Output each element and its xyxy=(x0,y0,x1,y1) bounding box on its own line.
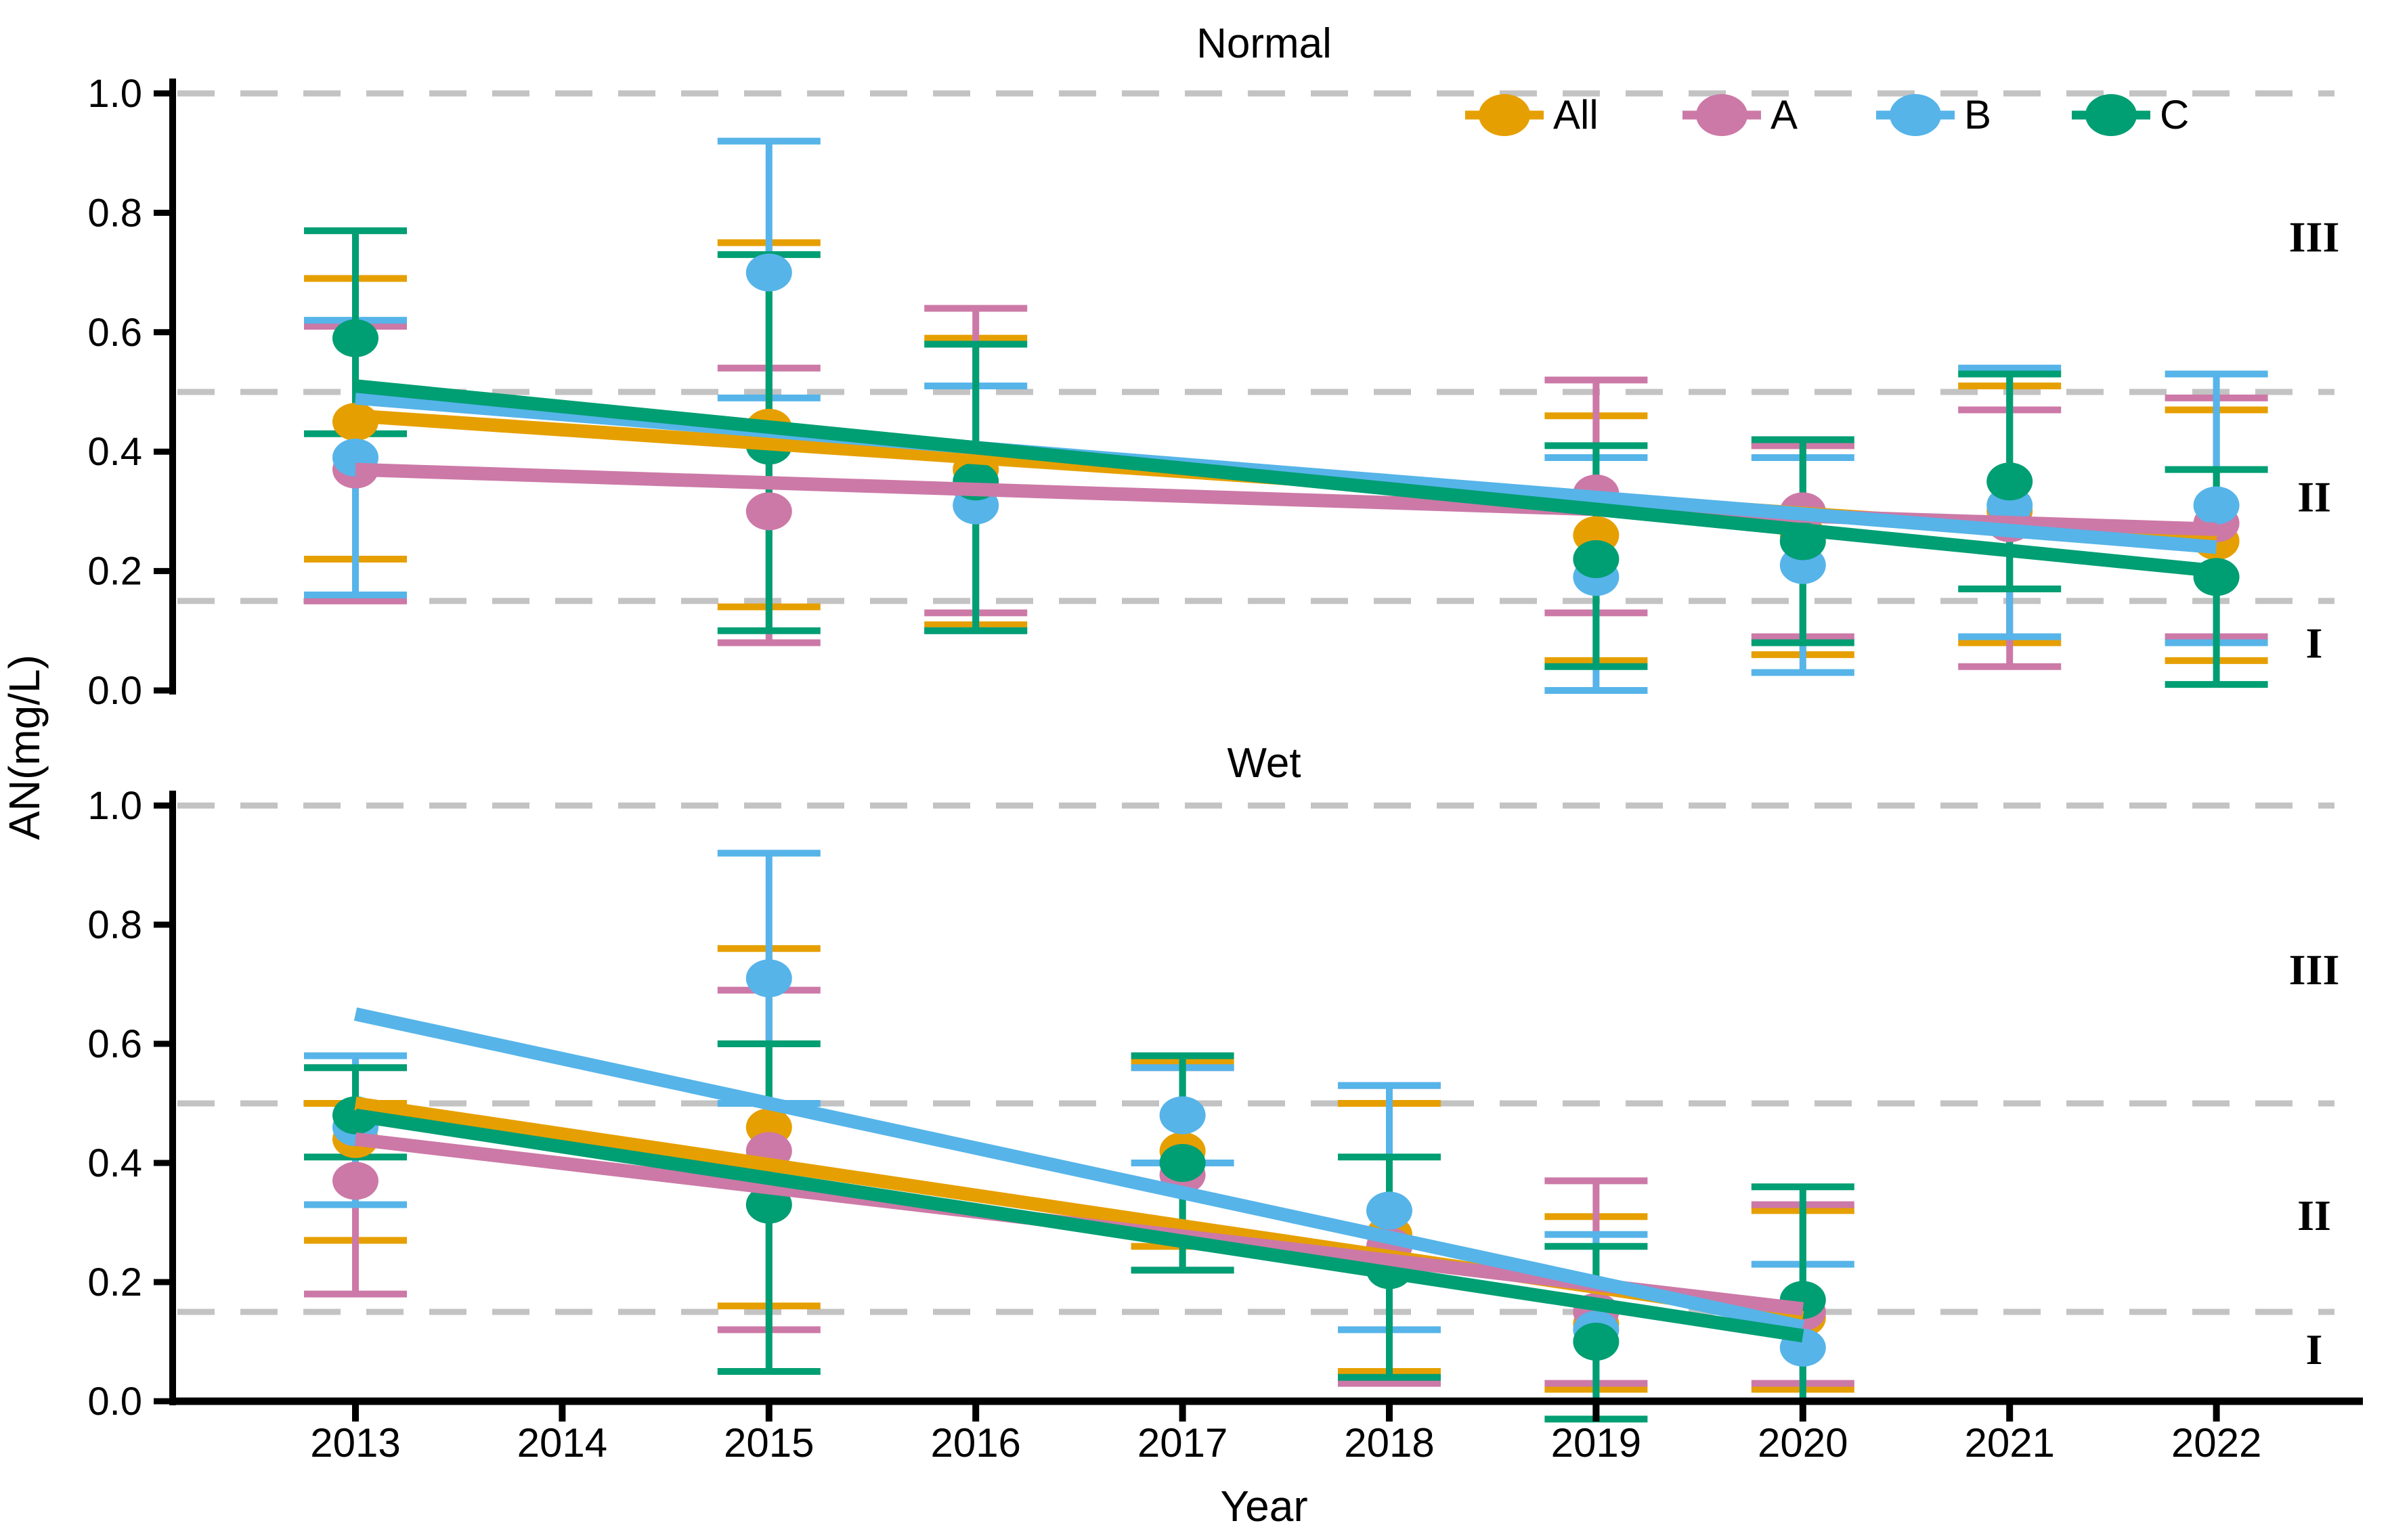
y-tick-label: 0.0 xyxy=(87,669,142,713)
point-B-2017 xyxy=(1159,1096,1206,1135)
point-C-2019 xyxy=(1573,540,1620,578)
legend-label-All: All xyxy=(1553,92,1599,137)
point-B-2022 xyxy=(2193,486,2240,525)
x-tick-label: 2021 xyxy=(1964,1420,2054,1466)
point-B-2015 xyxy=(745,253,792,292)
y-tick-label: 0.4 xyxy=(87,430,142,474)
panel-title-wet: Wet xyxy=(1227,740,1301,787)
y-tick-label: 0.0 xyxy=(87,1380,142,1424)
point-C-2013 xyxy=(332,319,378,357)
x-tick-label: 2016 xyxy=(930,1420,1020,1466)
legend-key-point-C xyxy=(2085,94,2137,136)
y-tick-label: 0.8 xyxy=(87,903,142,947)
y-tick-label: 0.4 xyxy=(87,1141,142,1185)
trend-line-C-normal xyxy=(355,379,2217,578)
zone-label-III-wet: III xyxy=(2289,946,2340,994)
point-B-2015 xyxy=(745,959,792,998)
trend-line-B-wet xyxy=(353,1007,1804,1334)
zone-label-I-normal: I xyxy=(2306,619,2323,667)
point-B-2018 xyxy=(1366,1191,1412,1230)
y-tick-label: 1.0 xyxy=(87,72,142,116)
x-tick-label: 2018 xyxy=(1344,1420,1434,1466)
y-tick-label: 0.2 xyxy=(87,550,142,594)
x-tick-label: 2020 xyxy=(1758,1420,1848,1466)
point-C-2019 xyxy=(1573,1323,1620,1361)
point-A-2015 xyxy=(745,492,792,531)
x-tick-label: 2014 xyxy=(517,1420,607,1466)
zone-label-II-wet: II xyxy=(2297,1191,2331,1239)
zone-label-III-normal: III xyxy=(2289,213,2340,261)
y-axis-title: AN(mg/L) xyxy=(0,655,49,840)
x-tick-label: 2017 xyxy=(1137,1420,1227,1466)
legend-label-B: B xyxy=(1964,92,1991,137)
point-A-2013 xyxy=(332,1162,378,1200)
x-tick-label: 2013 xyxy=(310,1420,400,1466)
point-C-2017 xyxy=(1159,1144,1206,1182)
x-tick-label: 2019 xyxy=(1551,1420,1641,1466)
trend-line-C-wet xyxy=(354,1108,1804,1343)
zone-label-II-normal: II xyxy=(2297,472,2331,521)
zone-label-I-wet: I xyxy=(2306,1325,2323,1373)
x-tick-label: 2022 xyxy=(2171,1420,2261,1466)
legend-key-point-B xyxy=(1890,94,1941,136)
legend-label-A: A xyxy=(1770,92,1798,137)
y-tick-label: 0.6 xyxy=(87,311,142,355)
legend-label-C: C xyxy=(2160,92,2189,137)
y-tick-label: 0.2 xyxy=(87,1260,142,1304)
legend-key-point-A xyxy=(1696,94,1747,136)
y-tick-label: 1.0 xyxy=(87,784,142,828)
x-tick-label: 2015 xyxy=(724,1420,814,1466)
legend-key-point-All xyxy=(1479,94,1530,136)
x-axis-title: Year xyxy=(1220,1482,1307,1531)
point-C-2021 xyxy=(1986,462,2033,501)
y-tick-label: 0.8 xyxy=(87,191,142,235)
y-tick-label: 0.6 xyxy=(87,1022,142,1066)
panel-title-normal: Normal xyxy=(1196,20,1332,67)
